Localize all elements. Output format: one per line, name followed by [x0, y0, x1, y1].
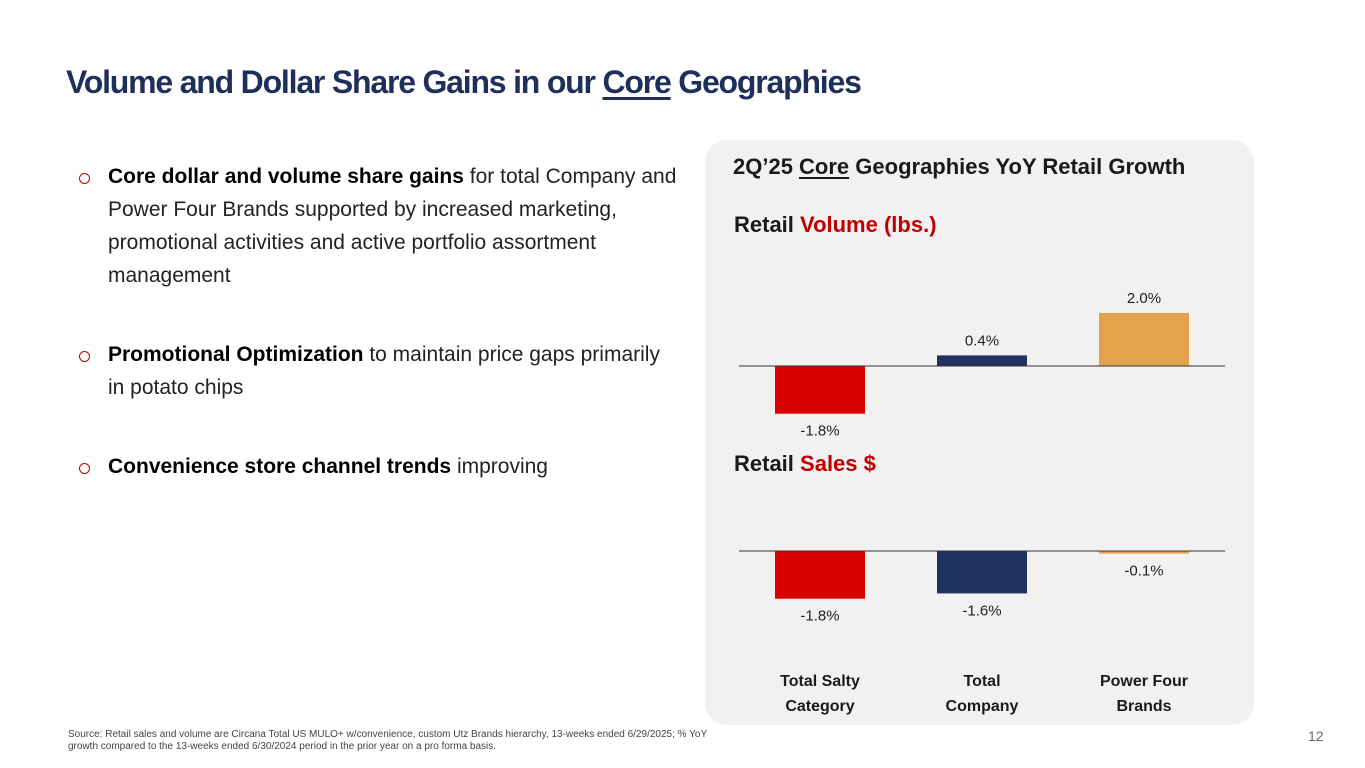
category-tick-label: Category [785, 698, 854, 715]
sales-bar [937, 551, 1027, 594]
category-tick-label: Total [963, 673, 1000, 690]
bullet-item: Convenience store channel trends improvi… [78, 450, 548, 483]
sales-data-label: -1.6% [962, 602, 1001, 619]
page-number: 12 [1308, 728, 1324, 744]
chart-panel-title: 2Q’25 Core Geographies YoY Retail Growth [733, 154, 1186, 179]
bullet-circle-icon [79, 463, 90, 474]
volume-chart-title: Retail Volume (lbs.) [734, 212, 937, 237]
volume-bar [1099, 313, 1189, 366]
bullet-item: Core dollar and volume share gains for t… [78, 160, 678, 292]
sales-bar [1099, 551, 1189, 554]
sales-chart-title: Retail Sales $ [734, 451, 876, 476]
category-tick-label: Company [946, 698, 1019, 715]
category-tick-label: Power Four [1100, 673, 1188, 690]
category-tick-label: Brands [1116, 698, 1171, 715]
volume-data-label: 0.4% [965, 332, 999, 349]
source-footnote: Source: Retail sales and volume are Circ… [68, 729, 707, 752]
page-title-underlined: Core [602, 64, 671, 100]
volume-data-label: 2.0% [1127, 290, 1161, 307]
bullet-circle-icon [79, 173, 90, 184]
chart-panel [705, 140, 1254, 725]
bullet-circle-icon [79, 351, 90, 362]
category-tick-label: Total Salty [780, 673, 860, 690]
volume-bar [775, 366, 865, 414]
bullet-item: Promotional Optimization to maintain pri… [78, 338, 678, 404]
sales-data-label: -1.8% [800, 608, 839, 625]
volume-bar [937, 355, 1027, 366]
sales-bar [775, 551, 865, 599]
volume-data-label: -1.8% [800, 423, 839, 440]
sales-data-label: -0.1% [1124, 563, 1163, 580]
page-title: Volume and Dollar Share Gains in our Cor… [66, 64, 862, 100]
